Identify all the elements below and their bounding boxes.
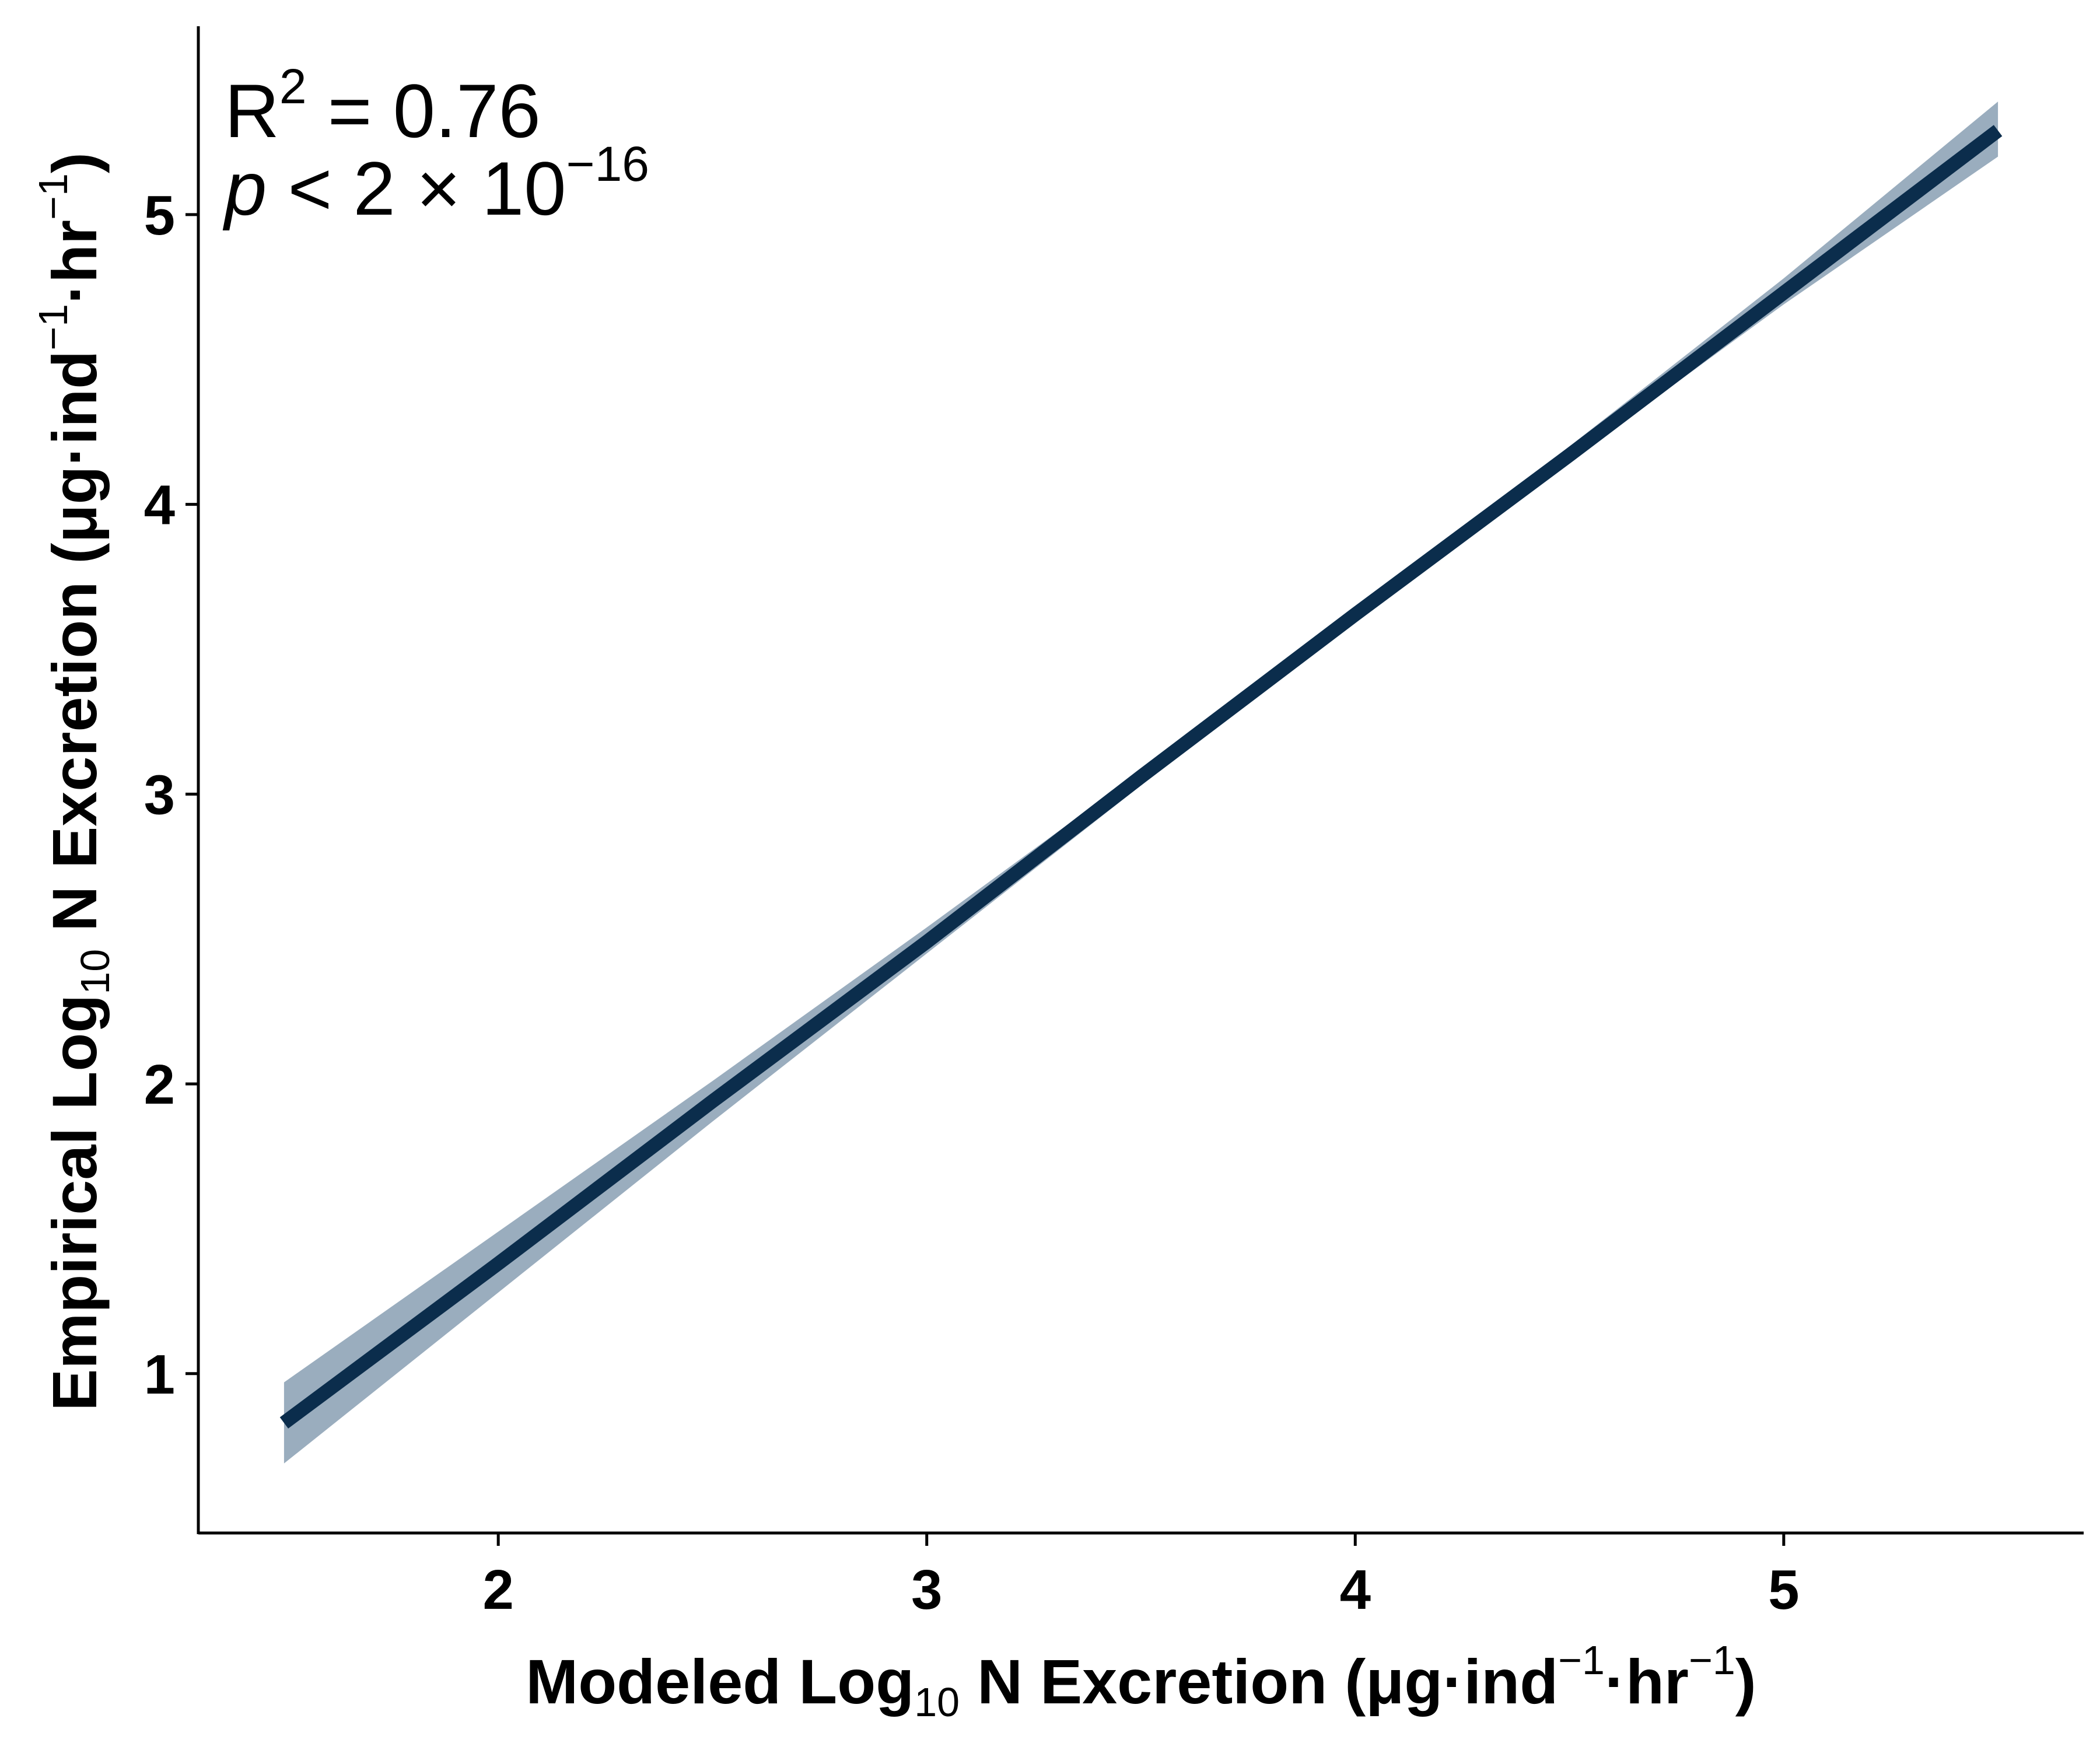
- x-axis-title: Modeled Log10 N Excretion (μg·ind−1·hr−1…: [526, 1637, 1756, 1725]
- x-tick-label: 3: [911, 1559, 942, 1621]
- y-tick-label: 4: [144, 474, 175, 537]
- y-tick-label: 3: [144, 764, 175, 826]
- y-tick-label: 2: [144, 1054, 175, 1116]
- x-tick-label: 5: [1768, 1559, 1799, 1621]
- x-tick-label: 4: [1340, 1559, 1371, 1621]
- fitted-regression-line: [279, 125, 2003, 1429]
- x-tick-label: 2: [482, 1559, 513, 1621]
- y-tick-label: 1: [144, 1343, 175, 1406]
- p-value-annotation: p < 2 × 10−16: [222, 136, 649, 231]
- r-squared-annotation: R2 = 0.76: [225, 59, 541, 153]
- y-axis-title: Empirical Log10 N Excretion (μg·ind−1·hr…: [30, 152, 118, 1411]
- y-tick-label: 5: [144, 184, 175, 247]
